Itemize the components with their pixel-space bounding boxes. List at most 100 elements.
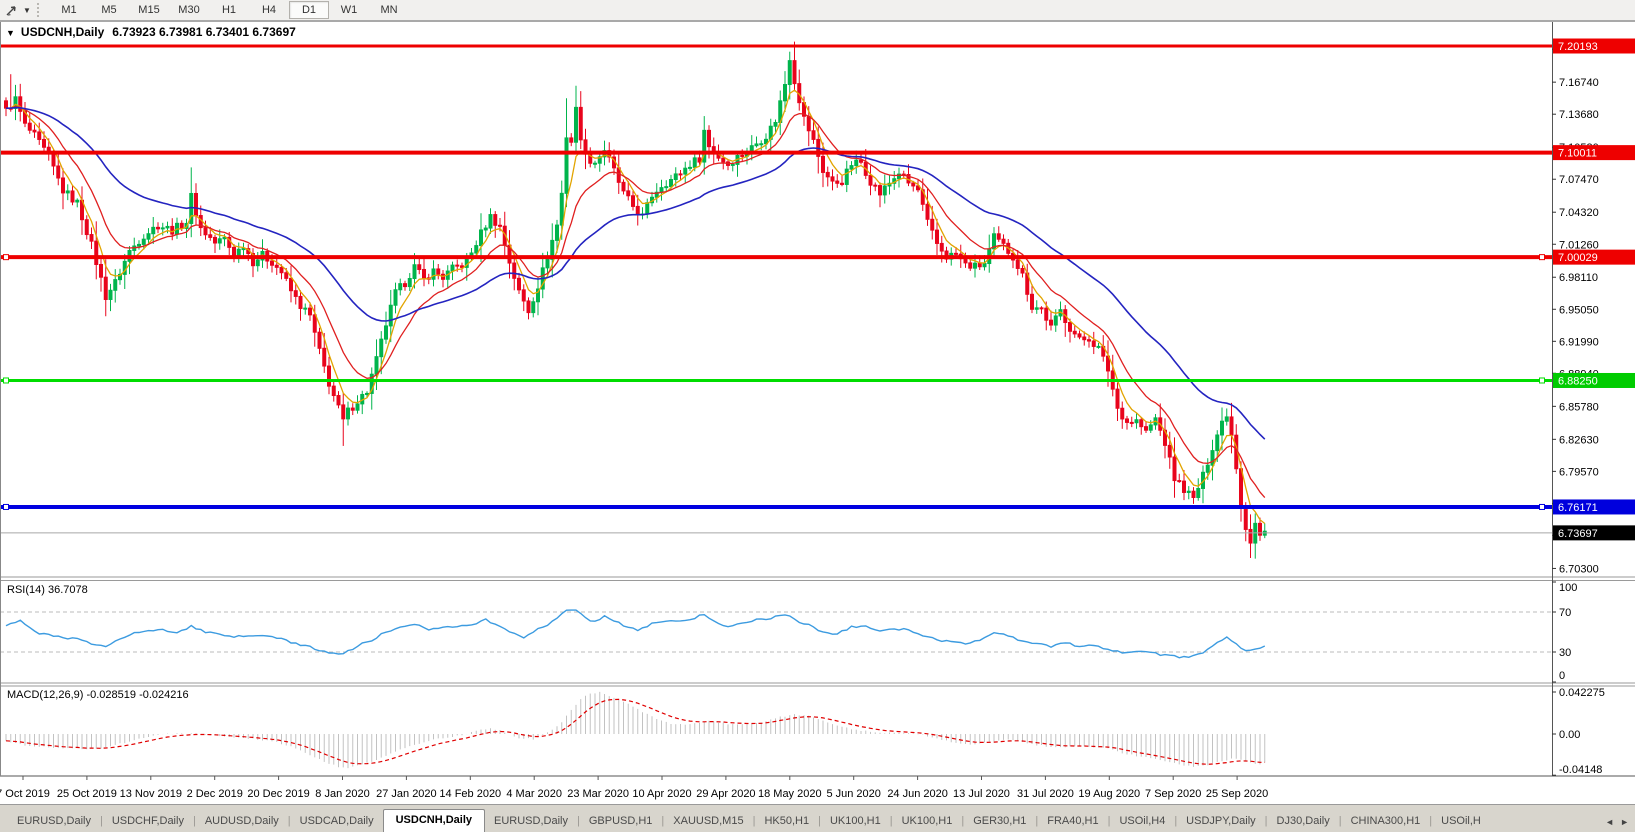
collapse-icon[interactable]: ▼ [6,28,15,38]
timeframe-buttons: M1 M5 M15 M30 H1 H4 D1 W1 MN [49,1,409,19]
date-label: 19 Aug 2020 [1078,788,1140,800]
chart-tab-ger30-h1[interactable]: GER30,H1 [973,815,1027,827]
chart-tab-uk100-h1[interactable]: UK100,H1 [829,815,881,827]
date-label: 14 Feb 2020 [439,788,501,800]
tab-separator: | [661,815,665,827]
price-axis[interactable]: 7.198907.167407.136807.105307.074707.043… [1552,38,1635,777]
hline-handle[interactable] [3,254,9,261]
date-label: 27 Jan 2020 [376,788,437,800]
timeframe-button-w1[interactable]: W1 [340,4,358,16]
price-box-7.10011 [1553,145,1635,161]
price-box-6.73697 [1553,525,1635,541]
tab-separator: | [1264,815,1268,827]
hline-handle[interactable] [1539,503,1545,510]
date-label: 5 Jun 2020 [826,788,880,800]
chart-tab-hk50-h1[interactable]: HK50,H1 [764,815,810,827]
dropdown-caret-icon[interactable]: ▼ [23,5,31,15]
date-label: 29 Apr 2020 [696,788,755,800]
price-tick-label: 6.79570 [1559,466,1599,478]
chart-tab-usdcnh-daily[interactable]: USDCNH,Daily [382,809,486,832]
date-label: 18 May 2020 [758,788,822,800]
hline-handle[interactable] [1539,254,1545,261]
chart-tab-fra40-h1[interactable]: FRA40,H1 [1047,815,1099,827]
price-box-7.20193 [1553,38,1635,54]
timeframe-button-mn[interactable]: MN [380,4,398,16]
tab-separator: | [818,815,821,827]
candlesticks [4,41,1267,559]
tab-scroll-right[interactable]: ► [1620,817,1629,827]
tab-scroll-left[interactable]: ◄ [1605,817,1615,827]
timeframe-button-m5[interactable]: M5 [101,4,117,16]
toolbar-grip[interactable] [37,3,43,17]
rsi-tick-label: 30 [1559,647,1571,659]
date-label: 31 Jul 2020 [1017,788,1074,800]
rsi-label: RSI(14) 36.7078 [7,584,88,596]
chart-tab-uk100-h1[interactable]: UK100,H1 [901,815,953,827]
tab-separator: | [1035,815,1039,827]
timeframe-button-h1[interactable]: H1 [221,4,237,16]
chart-tab-audusd-daily[interactable]: AUDUSD,Daily [204,815,279,827]
date-label: 2 Dec 2019 [187,788,243,800]
chart-tab-usdcad-daily[interactable]: USDCAD,Daily [299,815,374,827]
cursor-tool-icon[interactable] [3,2,21,18]
date-label: 24 Jun 2020 [887,788,948,800]
chart-tab-xauusd-m15[interactable]: XAUUSD,M15 [673,815,744,827]
price-box-6.88250 [1553,372,1635,388]
tab-separator: | [576,815,580,827]
price-tick-label: 7.07470 [1559,174,1599,186]
level-lines [0,44,1552,510]
price-tick-label: 6.82630 [1559,434,1599,446]
price-box-label: 6.76171 [1558,502,1598,514]
rsi-line [5,609,1266,659]
toolbar: ▼ M1 M5 M15 M30 H1 H4 D1 W1 MN [0,0,1635,22]
tab-separator: | [99,815,103,827]
price-box-7.00029 [1553,249,1635,265]
tab-separator: | [752,815,756,827]
timeframe-button-m1[interactable]: M1 [61,4,77,16]
rsi-panel [0,609,1552,659]
chart-tab-china300-h1[interactable]: CHINA300,H1 [1350,815,1421,827]
date-label: 7 Oct 2019 [0,788,50,800]
ma-mid-line [6,105,1266,499]
timeframe-button-m15[interactable]: M15 [138,4,160,16]
date-label: 20 Dec 2019 [247,788,309,800]
tab-separator: | [961,815,965,827]
macd-tick-label: 0.042275 [1559,687,1605,699]
price-box-label: 7.10011 [1558,148,1597,160]
price-box-6.76171 [1553,499,1635,515]
price-tick-label: 6.98110 [1559,272,1598,284]
tab-separator: | [287,815,291,827]
price-tick-label: 7.16740 [1559,77,1599,89]
tab-separator: | [1338,815,1342,827]
date-label: 10 Apr 2020 [632,788,691,800]
timeframe-button-d1[interactable]: D1 [289,1,329,19]
hline-handle[interactable] [1539,377,1545,384]
timeframe-button-m30[interactable]: M30 [178,4,200,16]
date-label: 25 Sep 2020 [1206,788,1268,800]
chart-tab-usoil-h[interactable]: USOil,H [1441,815,1481,827]
date-label: 7 Sep 2020 [1145,788,1201,800]
time-axis[interactable]: 7 Oct 2019 25 Oct 2019 13 Nov 2019 2 Dec 20… [0,776,1268,800]
price-box-label: 6.88250 [1558,375,1598,387]
price-tick-label: 7.01260 [1559,239,1599,251]
chart-tab-usoil-h4[interactable]: USOil,H4 [1119,815,1166,827]
chart-tab-gbpusd-h1[interactable]: GBPUSD,H1 [588,815,653,827]
tab-separator: | [1107,815,1111,827]
chart-tab-eurusd-daily[interactable]: EURUSD,Daily [494,815,568,827]
tab-separator: | [889,815,893,827]
chart-tab-eurusd-daily[interactable]: EURUSD,Daily [17,815,91,827]
hline-handle[interactable] [3,377,9,384]
price-tick-label: 6.91990 [1559,336,1599,348]
macd-tick-label: -0.04148 [1559,764,1602,776]
hline-handle[interactable] [3,503,9,510]
price-tick-label: 7.04320 [1559,207,1599,219]
price-tick-label: 7.13680 [1559,109,1599,121]
price-box-label: 7.20193 [1558,41,1598,53]
rsi-tick-label: 100 [1559,582,1577,594]
chart-tab-usdjpy-daily[interactable]: USDJPY,Daily [1186,815,1256,827]
chart-tab-usdchf-daily[interactable]: USDCHF,Daily [111,815,184,827]
chart-tab-dj30-daily[interactable]: DJ30,Daily [1276,815,1330,827]
timeframe-button-h4[interactable]: H4 [261,4,277,16]
